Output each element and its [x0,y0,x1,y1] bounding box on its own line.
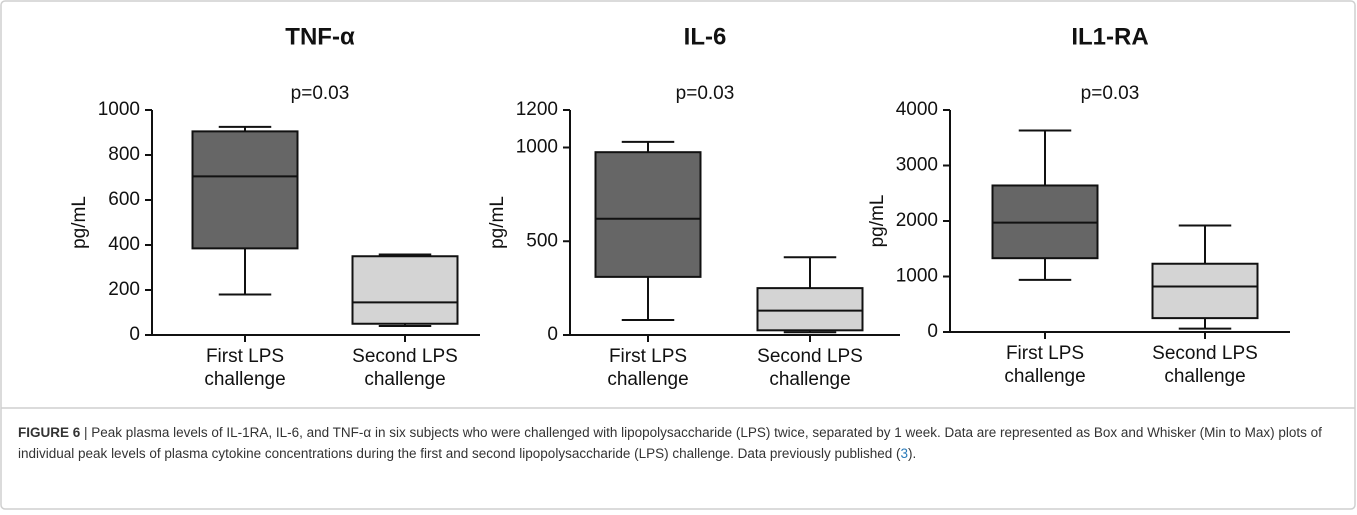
y-tick-label: 200 [108,279,140,300]
box [594,151,702,278]
caption-text: | Peak plasma levels of IL-1RA, IL-6, an… [18,425,1322,461]
y-tick-label: 1000 [896,266,938,287]
x-tick-label: Second LPS challenge [352,346,458,390]
x-tick-label-box: First LPS challenge [1004,343,1086,387]
y-tick-label: 600 [108,189,140,210]
caption-ref[interactable]: 3 [900,446,909,461]
chart-title: IL-6 [684,23,727,50]
annotation: p=0.03 [1081,83,1140,104]
y-tick-label: 0 [129,324,140,345]
chart-title: IL1-RA [1071,23,1148,50]
box [756,287,864,332]
y-tick-label: 800 [108,144,140,165]
x-tick-label-box: Second LPS challenge [1152,343,1258,387]
box [191,130,299,250]
y-tick-label: 400 [108,234,140,255]
x-tick-label-box: Second LPS challenge [352,346,458,390]
caption-label: FIGURE 6 [18,425,81,440]
x-tick-label: First LPS challenge [1004,343,1086,387]
y-tick-label: 3000 [896,155,938,176]
x-tick-label-box: First LPS challenge [607,346,689,390]
caption: FIGURE 6 | Peak plasma levels of IL-1RA,… [18,422,1338,464]
x-tick-label: First LPS challenge [204,346,286,390]
y-axis-label: pg/mL [867,195,888,248]
y-tick-label: 4000 [896,99,938,120]
y-axis-label: pg/mL [69,196,90,249]
y-axis-label: pg/mL [487,196,508,249]
chart-title: TNF-α [285,23,355,50]
annotation: p=0.03 [291,83,350,104]
y-tick-label: 1200 [516,99,558,120]
x-tick-label: First LPS challenge [607,346,689,390]
annotation: p=0.03 [676,83,735,104]
x-tick-label: Second LPS challenge [757,346,863,390]
y-tick-label: 1000 [516,137,558,158]
y-tick-label: 0 [547,324,558,345]
y-tick-label: 2000 [896,210,938,231]
y-tick-label: 1000 [98,99,140,120]
y-tick-label: 0 [927,321,938,342]
x-tick-label-box: Second LPS challenge [757,346,863,390]
x-tick-label: Second LPS challenge [1152,343,1258,387]
box [351,255,459,325]
x-tick-label-box: First LPS challenge [204,346,286,390]
caption-text-end: ). [908,446,917,461]
box [1151,262,1259,320]
y-tick-label: 500 [526,230,558,251]
